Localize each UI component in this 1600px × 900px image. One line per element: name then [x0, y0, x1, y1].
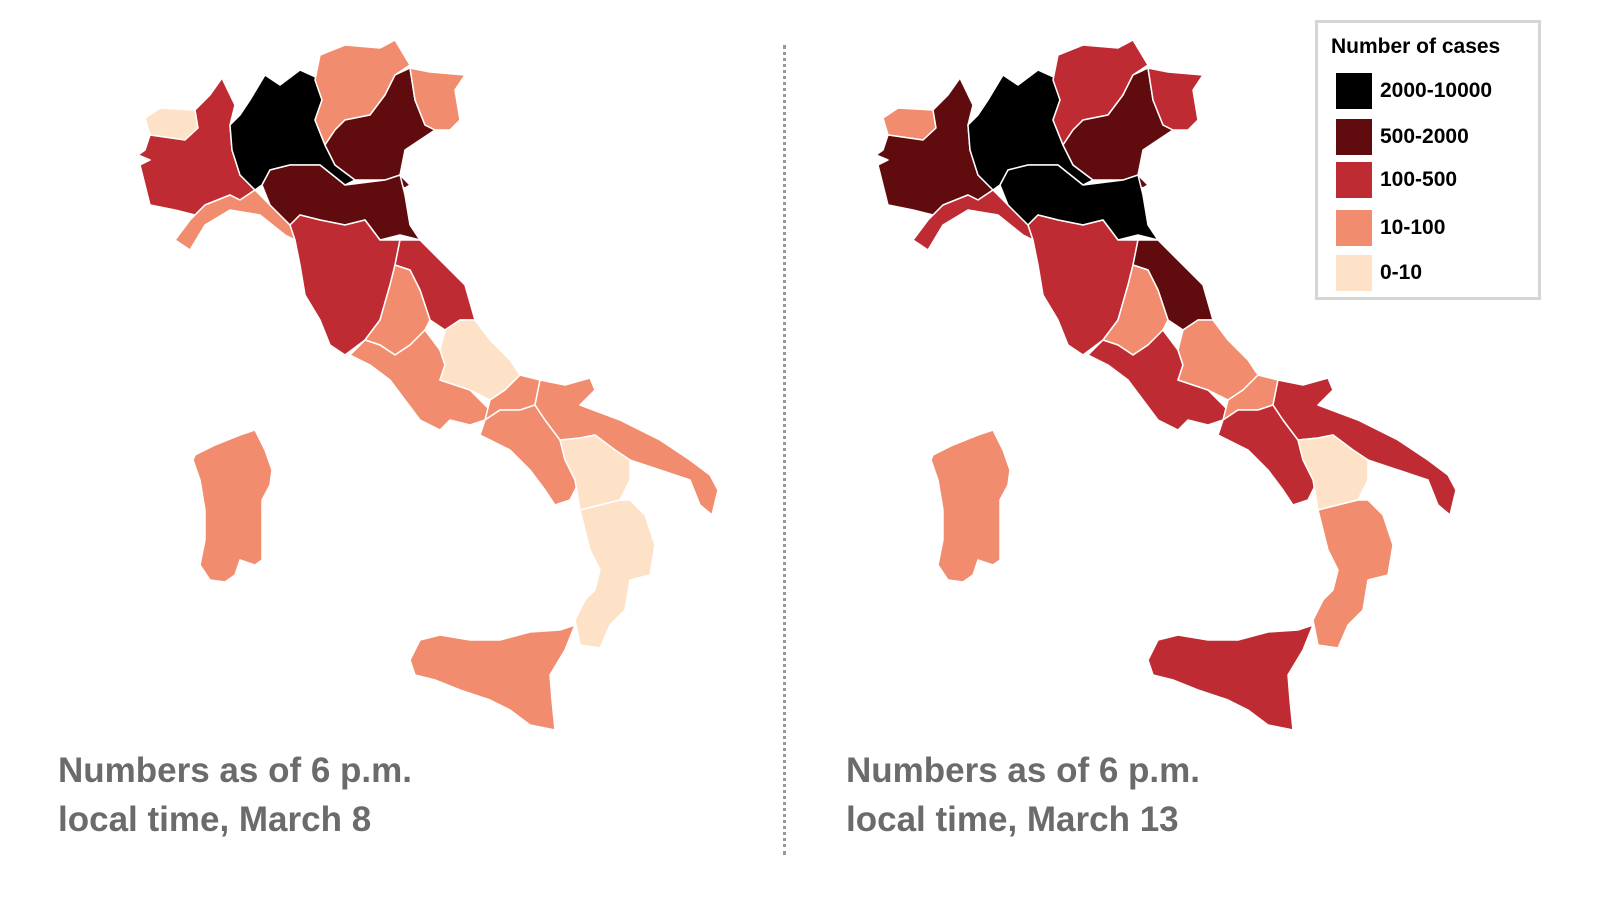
legend-swatch [1336, 119, 1372, 155]
region-friuli [409, 67, 466, 131]
legend-swatch [1336, 162, 1372, 198]
legend-item-500-2000: 500-2000 [1336, 119, 1469, 155]
region-basilicata [559, 434, 631, 511]
legend-item-2000-10000: 2000-10000 [1336, 73, 1492, 109]
region-sicily [1147, 624, 1314, 731]
legend-title: Number of cases [1331, 35, 1501, 58]
region-sardinia [930, 429, 1011, 583]
caption-march-13: Numbers as of 6 p.m. local time, March 1… [846, 746, 1346, 844]
region-campania [1217, 404, 1319, 506]
region-sicily [409, 624, 576, 731]
legend-item-0-10: 0-10 [1336, 255, 1422, 291]
map-march-8 [137, 39, 719, 731]
legend: Number of cases 2000-10000 500-2000 100-… [1315, 20, 1541, 300]
legend-swatch [1336, 255, 1372, 291]
legend-label: 0-10 [1380, 261, 1423, 284]
dotted-divider [783, 45, 786, 855]
region-campania [479, 404, 581, 506]
legend-label: 100-500 [1380, 168, 1458, 191]
legend-label: 10-100 [1380, 216, 1446, 239]
region-basilicata [1297, 434, 1369, 511]
region-friuli [1147, 67, 1204, 131]
legend-label: 500-2000 [1380, 125, 1469, 148]
region-calabria [1312, 499, 1394, 649]
map-march-13 [875, 39, 1457, 731]
caption-line-1: Numbers as of 6 p.m. [846, 751, 1200, 790]
legend-swatch [1336, 73, 1372, 109]
legend-label: 2000-10000 [1380, 79, 1493, 102]
legend-item-100-500: 100-500 [1336, 162, 1457, 198]
region-veneto [1062, 67, 1174, 189]
region-sardinia [192, 429, 273, 583]
legend-item-10-100: 10-100 [1336, 210, 1445, 246]
legend-swatch [1336, 210, 1372, 246]
caption-march-8: Numbers as of 6 p.m. local time, March 8 [58, 746, 558, 844]
caption-line-2: local time, March 13 [846, 800, 1179, 839]
caption-line-1: Numbers as of 6 p.m. [58, 751, 412, 790]
caption-line-2: local time, March 8 [58, 800, 372, 839]
region-calabria [574, 499, 656, 649]
region-veneto [324, 67, 436, 189]
